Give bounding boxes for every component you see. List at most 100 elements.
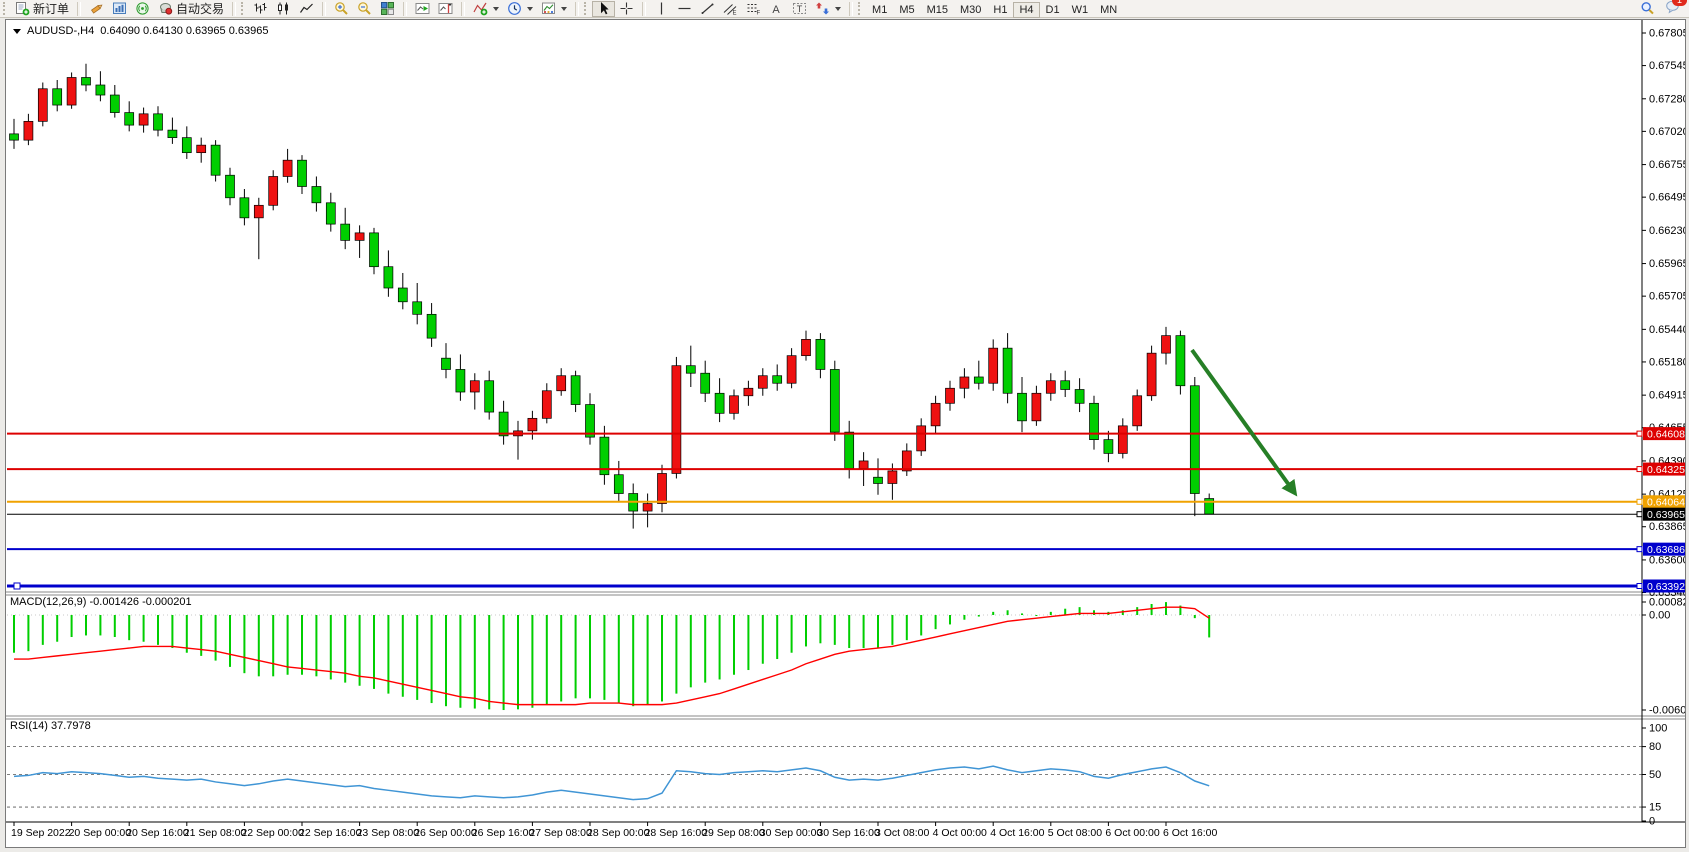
toolbar-separator [322, 1, 327, 16]
timeframe-d1-button[interactable]: D1 [1040, 2, 1066, 18]
candle-body [426, 313, 437, 339]
timeframe-w1-button[interactable]: W1 [1066, 2, 1095, 18]
time-axis-label: 6 Oct 16:00 [1163, 827, 1217, 839]
vertical-line-button[interactable] [650, 1, 673, 17]
timeframe-m5-button[interactable]: M5 [893, 2, 920, 18]
macd-histogram-bar [416, 615, 419, 700]
bar-chart-icon [253, 1, 268, 16]
new-order-button[interactable]: 新订单 [11, 1, 73, 17]
candle-body [196, 144, 207, 154]
macd-histogram-bar [718, 615, 721, 680]
price-tick-label: 0.66230 [1649, 225, 1685, 237]
candle-body [613, 474, 624, 494]
timeframe-mn-button[interactable]: MN [1094, 2, 1123, 18]
timeframe-m1-button[interactable]: M1 [866, 2, 893, 18]
line-chart-icon [299, 1, 314, 16]
horizontal-line-button[interactable] [673, 1, 696, 17]
timeframe-h4-button[interactable]: H4 [1013, 1, 1040, 18]
rsi-indicator-label: RSI(14) 37.7978 [10, 720, 91, 732]
signals-button[interactable] [131, 1, 154, 17]
candle-body [484, 380, 495, 413]
macd-histogram-bar [200, 615, 203, 656]
candle-body [498, 411, 509, 437]
autotrading-icon [158, 1, 173, 16]
trendline-button[interactable] [696, 1, 719, 17]
price-badge [1643, 542, 1685, 556]
templates-button[interactable] [537, 1, 571, 17]
candle-body [210, 144, 221, 176]
macd-histogram-bar [675, 615, 678, 694]
macd-signal-line [14, 606, 1210, 706]
channel-button[interactable] [719, 1, 742, 17]
styler-button[interactable] [85, 1, 108, 17]
candle-body [253, 204, 264, 219]
candle-body [1146, 352, 1157, 397]
time-axis-label: 29 Sep 08:00 [702, 827, 765, 839]
price-chart-canvas[interactable]: 0.67805 0.67545 0.67280 0.67020 0.66755 0.664… [6, 20, 1685, 847]
arrows-button[interactable] [811, 1, 845, 17]
chart-window[interactable]: AUDUSD-,H4 0.64090 0.64130 0.63965 0.639… [5, 19, 1686, 848]
price-tick-label: 0.67545 [1649, 60, 1685, 72]
chart-shift-button[interactable] [434, 1, 457, 17]
candle-body [369, 232, 379, 268]
candle-body [901, 450, 912, 472]
macd-histogram-bar [1021, 613, 1023, 615]
market-watch-button[interactable] [108, 1, 131, 17]
price-badge-label: 0.63965 [1647, 509, 1685, 521]
candle-body [671, 365, 682, 474]
crosshair-button[interactable] [615, 1, 638, 17]
zoom-out-button[interactable] [353, 1, 376, 17]
time-axis-label: 5 Oct 08:00 [1048, 827, 1102, 839]
candle-body [916, 425, 927, 452]
candlestick-chart-button[interactable] [272, 1, 295, 17]
time-axis-label: 20 Sep 00:00 [69, 827, 132, 839]
candle-body [412, 301, 423, 315]
candle-body [1132, 395, 1143, 427]
text-label-icon [792, 1, 807, 16]
text-label-button[interactable] [788, 1, 811, 17]
toolbar-separator [403, 1, 408, 16]
zoom-in-button[interactable] [330, 1, 353, 17]
line-handle[interactable] [13, 582, 21, 590]
candle-body [282, 159, 293, 177]
candle-body [81, 77, 91, 86]
macd-histogram-bar [214, 615, 217, 661]
macd-histogram-bar [704, 615, 707, 683]
search-button[interactable] [1636, 1, 1659, 17]
macd-histogram-bar [1006, 610, 1009, 615]
macd-histogram-bar [286, 615, 289, 675]
text-button[interactable] [765, 1, 788, 17]
price-badge-anchor [1636, 498, 1643, 505]
timeframe-h1-button[interactable]: H1 [987, 2, 1013, 18]
periods-button[interactable] [503, 1, 537, 17]
text-icon [769, 1, 784, 16]
macd-histogram-bar [56, 615, 59, 642]
bar-chart-button[interactable] [249, 1, 272, 17]
macd-histogram-bar [1035, 615, 1038, 616]
timeframe-m30-button[interactable]: M30 [954, 2, 987, 18]
auto-scroll-button[interactable] [411, 1, 434, 17]
trend-arrow[interactable] [1190, 348, 1298, 497]
price-badge-anchor [1636, 546, 1643, 553]
price-badge-label: 0.64064 [1647, 497, 1685, 509]
time-axis-label: 6 Oct 00:00 [1105, 827, 1159, 839]
macd-histogram-bar [891, 615, 894, 645]
macd-histogram-bar [646, 615, 649, 705]
notification-badge: 1 [1672, 0, 1687, 6]
chat-button[interactable]: 1 [1665, 0, 1687, 19]
line-chart-button[interactable] [295, 1, 318, 17]
new-order-label: 新订单 [33, 2, 70, 16]
candle-body [585, 404, 595, 438]
candle-body [1189, 385, 1200, 494]
tile-windows-button[interactable] [376, 1, 399, 17]
indicators-button[interactable] [469, 1, 503, 17]
chevron-down-icon[interactable] [13, 28, 21, 34]
macd-histogram-bar [157, 615, 159, 645]
cursor-button[interactable] [592, 0, 616, 17]
time-axis-label: 30 Sep 16:00 [817, 827, 880, 839]
toolbar-separator [77, 1, 82, 16]
timeframe-m15-button[interactable]: M15 [921, 2, 954, 18]
fibonacci-button[interactable] [742, 1, 765, 17]
autotrading-button[interactable]: 自动交易 [154, 1, 228, 17]
macd-histogram-bar [603, 615, 606, 700]
